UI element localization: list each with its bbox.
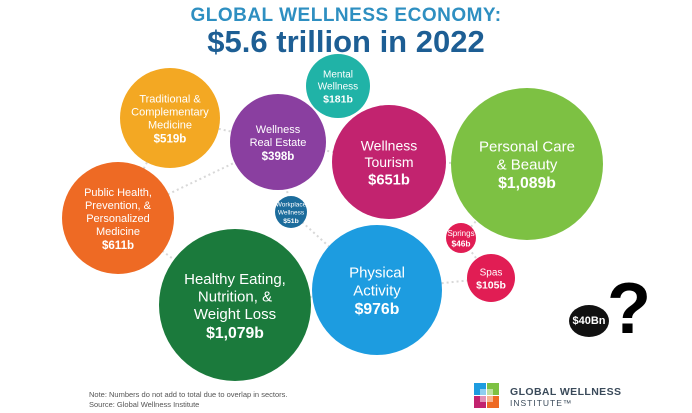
bubble-value: $651b — [368, 172, 410, 188]
bubble-value: $51b — [283, 218, 299, 225]
gwi-logo-icon — [474, 383, 499, 408]
bubble-label: Mental — [323, 70, 353, 81]
bubble-label: Wellness — [278, 209, 305, 216]
bubble-label: Workplace — [276, 202, 307, 209]
bubble-label: Nutrition, & — [198, 288, 272, 305]
bubble-value: $976b — [355, 301, 400, 318]
bubble-label: Weight Loss — [194, 306, 276, 323]
bubble-label: Real Estate — [250, 137, 307, 149]
bubble-value: $398b — [262, 151, 295, 163]
network-line — [169, 117, 279, 143]
bubble-value: $611b — [102, 240, 134, 252]
bubble-springs: Springs$46b — [446, 223, 476, 253]
bubble-circle — [275, 196, 307, 228]
extra-value-bubble: $40Bn — [569, 305, 609, 337]
question-mark: ? — [607, 269, 651, 349]
bubble-label: Wellness — [361, 137, 418, 153]
bubble-label: Healthy Eating, — [184, 271, 286, 288]
note-text: Note: Numbers do not add to total due to… — [89, 390, 288, 399]
source-text: Source: Global Wellness Institute — [89, 400, 200, 409]
bubble-circle — [120, 68, 220, 168]
bubble-label: Personalized — [86, 213, 150, 225]
bubble-label: Physical — [349, 265, 405, 282]
bubble-label: Public Health, — [84, 187, 152, 199]
logo-subtitle: INSTITUTE™ — [510, 398, 573, 408]
bubble-circle — [230, 94, 326, 190]
bubble-public-health-prevention-personalized-medicine: Public Health,Prevention, &PersonalizedM… — [62, 162, 174, 274]
bubble-label: Medicine — [96, 226, 140, 238]
bubble-label: Complementary — [131, 106, 209, 118]
bubble-circle — [446, 223, 476, 253]
bubble-circle — [159, 229, 311, 381]
bubble-personal-care-beauty: Personal Care& Beauty $1,089b — [451, 88, 603, 240]
bubble-label: Personal Care — [479, 139, 575, 156]
bubble-value: $1,079b — [206, 325, 264, 342]
bubble-label: Tourism — [364, 154, 413, 170]
gwi-logo: GLOBAL WELLNESS INSTITUTE™ — [472, 383, 642, 411]
bubble-label: & Beauty — [497, 156, 558, 173]
bubble-circle — [451, 88, 603, 240]
bubble-label: Prevention, & — [85, 200, 152, 212]
bubble-spas: Spas$105b — [467, 254, 515, 302]
bubble-circle — [306, 54, 370, 118]
bubble-value: $181b — [323, 93, 353, 105]
bubble-value: $1,089b — [498, 175, 556, 192]
bubble-value: $519b — [154, 133, 187, 145]
bubble-label: Springs — [447, 229, 474, 238]
bubble-label: Traditional & — [139, 93, 201, 105]
bubble-circle — [332, 105, 446, 219]
bubble-value: $46b — [451, 239, 470, 249]
network-line — [117, 117, 171, 219]
bubble-label: Activity — [353, 282, 401, 299]
bubble-circle — [312, 225, 442, 355]
bubble-circle — [467, 254, 515, 302]
network-line — [460, 163, 528, 239]
bubble-circle — [62, 162, 174, 274]
bubble-value: $105b — [476, 279, 506, 291]
chart-subtitle: $5.6 trillion in 2022 — [207, 24, 485, 59]
bubble-label: Spas — [480, 268, 503, 279]
footer-note: Note: Numbers do not add to total due to… — [89, 390, 287, 410]
chart-title: GLOBAL WELLNESS ECONOMY: — [190, 5, 502, 26]
bubble-label: Medicine — [148, 119, 192, 131]
logo-name: GLOBAL WELLNESS — [510, 386, 622, 398]
bubble-label: Wellness — [318, 82, 358, 93]
bubble-healthy-eating-nutrition-weight-loss: Healthy Eating,Nutrition, &Weight Loss $1… — [159, 229, 311, 381]
bubble-label: Wellness — [256, 124, 301, 136]
